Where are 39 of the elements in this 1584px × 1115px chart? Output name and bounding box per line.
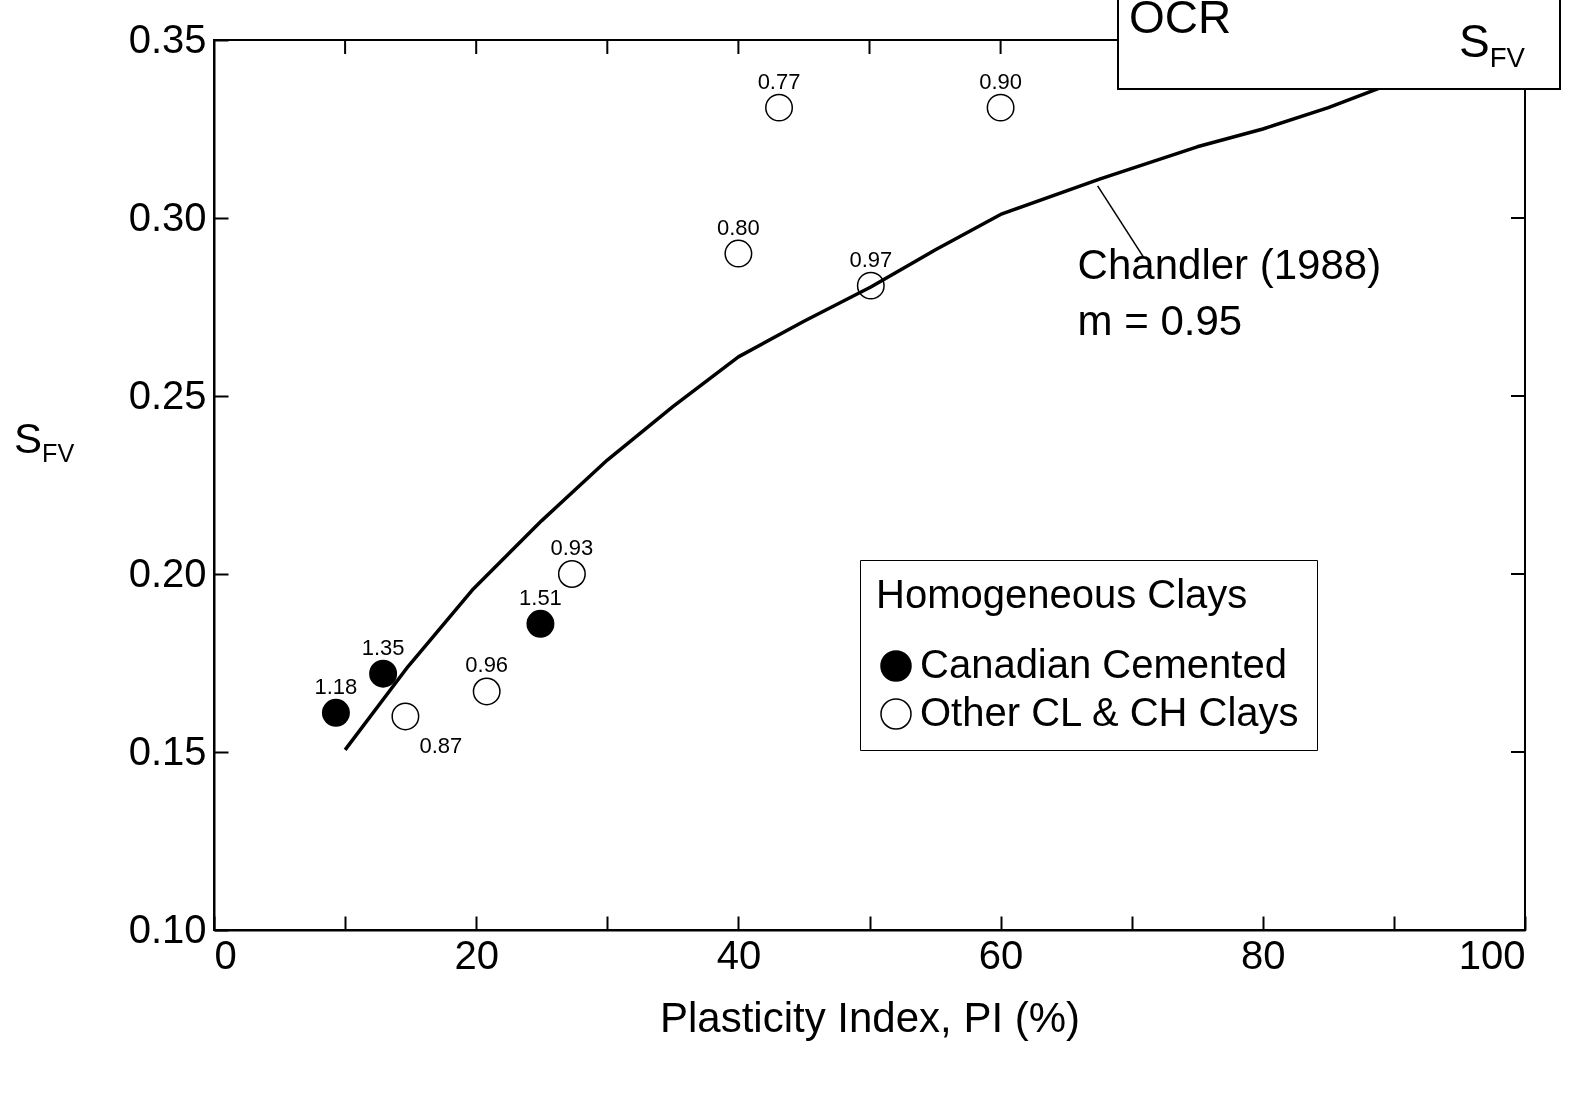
y-tick-label: 0.20 (128, 550, 207, 595)
annotation: S$_{FV}$ (1459, 14, 1525, 75)
x-tick-label: 80 (1241, 932, 1286, 977)
x-tick-label: 20 (454, 932, 499, 977)
annotation: Chandler (1988) m = 0.95 (1077, 240, 1382, 344)
y-tick-label: 0.35 (128, 16, 207, 61)
annotation: 0.90 (979, 68, 1023, 94)
x-tick-label: 40 (716, 932, 762, 977)
point (765, 93, 794, 122)
legend-label: Canadian Cemented (920, 642, 1287, 686)
legend-label: Other CL & CH Clays (920, 690, 1299, 734)
annotation: 0.80 (716, 214, 760, 240)
annotation: 0.93 (550, 535, 594, 560)
y-tick-label: 0.15 (128, 728, 207, 773)
x-tick-label: 60 (978, 932, 1024, 977)
annotation: 0.96 (465, 652, 509, 678)
point (557, 560, 586, 588)
point (369, 659, 398, 688)
y-tick-label: 0.10 (128, 906, 207, 951)
point (472, 677, 501, 706)
y-axis-title: S$_{FV}$ (14, 415, 75, 469)
y-tick-label: 0.30 (128, 194, 207, 239)
point (391, 702, 420, 731)
point (724, 239, 753, 268)
annotation: 1.35 (361, 634, 405, 660)
point (986, 93, 1015, 122)
annotation: 1.51 (519, 584, 562, 610)
y-tick-label: 0.25 (128, 372, 207, 417)
x-tick-label: 0 (214, 932, 237, 977)
point (321, 698, 350, 727)
legend-title: Homogeneous Clays (876, 572, 1248, 616)
annotation: 1.18 (314, 673, 358, 699)
x-tick-label: 100 (1458, 932, 1526, 977)
annotation: 0.87 (419, 733, 463, 759)
annotation: 0.77 (757, 68, 801, 94)
x-axis-title: Plasticity Index, PI (%) (659, 993, 1081, 1041)
point (526, 609, 555, 638)
annotation: 0.97 (849, 246, 893, 272)
annotation: OCR (1129, 0, 1232, 43)
